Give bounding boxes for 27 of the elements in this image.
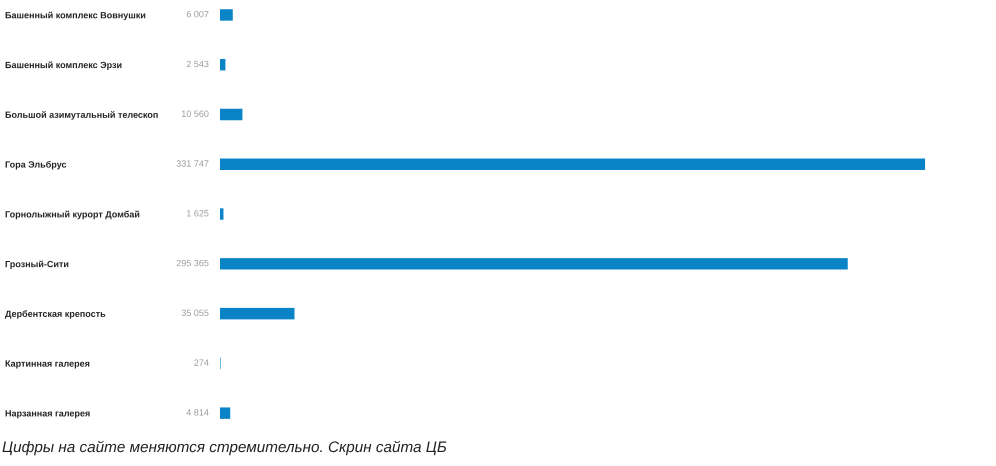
- data-label: 295 365: [176, 260, 209, 266]
- y-tick-label: Горнолыжный курорт Домбай: [6, 210, 140, 220]
- data-label: 2 543: [186, 60, 208, 68]
- data-label: 274: [194, 359, 209, 366]
- data-label: 10 560: [182, 110, 209, 117]
- bar: [220, 308, 295, 320]
- y-tick-label: Грозный-Сити: [6, 260, 68, 270]
- y-tick-label: Большой азимутальный телескоп: [6, 111, 158, 120]
- y-tick-label: Дербентская крепость: [5, 310, 106, 319]
- bar: [220, 9, 233, 21]
- text: Цифры на сайте меняются стремительно. Скрин сайта ЦБ: [2, 440, 446, 456]
- y-tick-label: Нарзанная галерея: [6, 410, 90, 418]
- data-label: 331 747: [176, 160, 208, 167]
- bar: [220, 108, 242, 120]
- data-label: 1 625: [186, 210, 209, 216]
- bar: [220, 407, 230, 419]
- y-tick-label: Картинная галерея: [6, 360, 90, 369]
- data-label: 4 814: [186, 409, 209, 416]
- y-tick-label: Башенный комплекс Вовнушки: [6, 12, 146, 20]
- bar: [220, 158, 926, 170]
- y-tick-label: Башенный комплекс Эрзи: [6, 61, 122, 70]
- bar: [220, 208, 224, 220]
- bar: [220, 258, 848, 270]
- y-tick-label: Гора Эльбрус: [6, 160, 66, 170]
- data-label: 35 055: [182, 310, 209, 316]
- data-label: 6 007: [186, 10, 208, 18]
- bar: [220, 58, 226, 70]
